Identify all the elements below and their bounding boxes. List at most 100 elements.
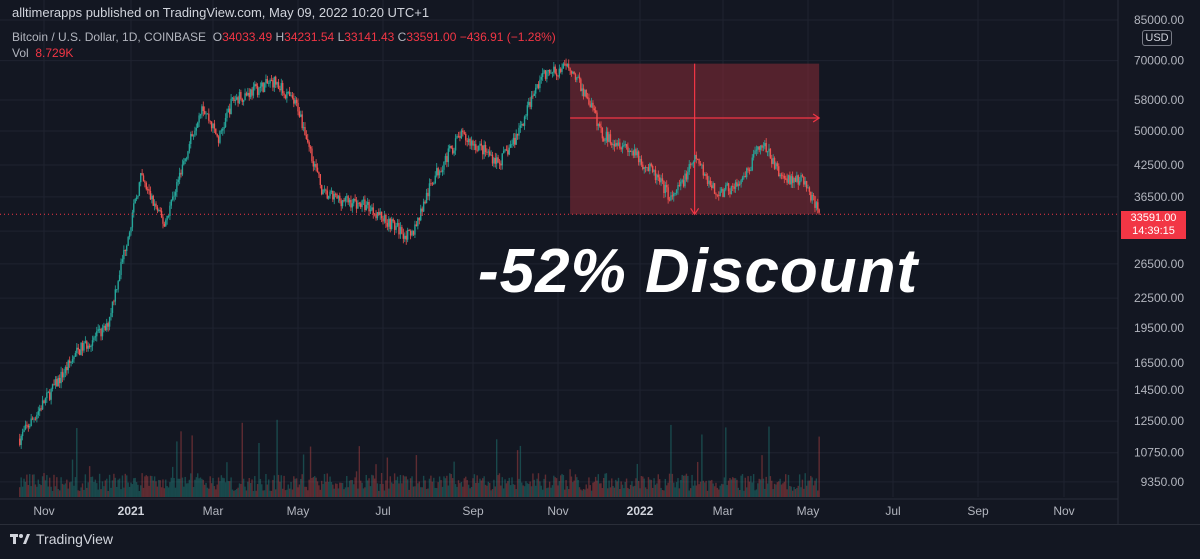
volume-bar	[190, 473, 192, 497]
candle-body	[311, 148, 313, 162]
candle-body	[414, 224, 416, 235]
volume-bar	[475, 482, 477, 497]
tradingview-brand[interactable]: TradingView	[10, 531, 113, 547]
candle-body	[383, 214, 386, 222]
volume-bar	[539, 481, 541, 497]
volume-bar	[382, 483, 384, 497]
candle-body	[640, 158, 643, 165]
volume-bar	[188, 479, 191, 497]
volume-bar	[730, 479, 733, 497]
candle-body	[530, 95, 533, 107]
candle-body	[149, 190, 152, 200]
volume-bar	[773, 483, 776, 497]
volume-bar	[106, 478, 108, 497]
candle-body	[804, 181, 806, 185]
volume-bar	[332, 484, 334, 497]
candle-body	[546, 71, 548, 79]
volume-bar	[61, 483, 64, 497]
candle-body	[521, 123, 523, 126]
candle-body	[812, 195, 815, 197]
candle-body	[283, 93, 285, 96]
candle-body	[497, 157, 499, 163]
candle-body	[73, 356, 75, 360]
volume-bar	[504, 479, 506, 497]
candle-body	[543, 70, 545, 73]
volume-bar	[437, 482, 439, 497]
candle-body	[24, 424, 27, 430]
volume-bar	[376, 483, 379, 497]
candle-body	[472, 140, 474, 146]
candle-body	[629, 150, 632, 152]
low-value: 33141.43	[344, 30, 395, 44]
volume-bar	[804, 473, 806, 497]
volume-bar	[180, 431, 182, 497]
volume-bar	[793, 487, 795, 497]
volume-bar	[594, 476, 597, 497]
volume-bar	[786, 489, 788, 497]
volume-bar	[104, 480, 107, 497]
candle-body	[613, 143, 616, 147]
candle-body	[535, 87, 537, 94]
price-axis-panel[interactable]	[1118, 0, 1200, 524]
candle-body	[624, 144, 626, 146]
candle-body	[276, 82, 278, 85]
volume-bar	[598, 483, 601, 497]
candle-body	[111, 301, 114, 313]
candle-body	[443, 161, 445, 170]
volume-bar	[101, 481, 104, 497]
volume-bar	[340, 482, 342, 497]
candle-body	[644, 167, 647, 168]
volume-bar	[680, 479, 682, 497]
volume-bar	[162, 479, 164, 497]
volume-bar	[628, 489, 630, 497]
x-tick-label: May	[797, 504, 820, 518]
candle-body	[789, 175, 791, 185]
candle-body	[585, 89, 587, 98]
candle-body	[353, 198, 355, 204]
volume-bar	[765, 476, 767, 497]
volume-bar	[800, 487, 802, 497]
volume-bar	[195, 477, 198, 497]
candle-body	[256, 85, 259, 95]
candle-body	[401, 227, 403, 234]
candle-body	[247, 92, 249, 96]
volume-bar	[181, 477, 184, 497]
candle-body	[811, 195, 813, 201]
candle-body	[818, 209, 820, 213]
candle-body	[185, 158, 188, 160]
candle-body	[388, 218, 390, 227]
currency-badge[interactable]: USD	[1142, 30, 1172, 46]
volume-bar	[58, 490, 61, 497]
volume-bar	[553, 475, 555, 497]
volume-info: Vol 8.729K	[12, 46, 73, 60]
candle-body	[457, 135, 460, 137]
candle-body	[623, 145, 625, 147]
volume-bar	[644, 487, 647, 497]
candle-body	[126, 245, 128, 252]
candle-body	[773, 157, 776, 169]
volume-bar	[312, 477, 315, 497]
candle-body	[732, 186, 734, 188]
volume-bar	[621, 484, 624, 497]
volume-bar	[778, 481, 780, 497]
candle-body	[70, 362, 72, 363]
candle-body	[301, 114, 303, 129]
volume-bar	[509, 485, 512, 497]
volume-bar	[681, 474, 683, 497]
candle-body	[716, 194, 719, 196]
candle-body	[36, 414, 38, 420]
candle-body	[86, 341, 88, 349]
volume-bar	[145, 475, 147, 497]
volume-bar	[152, 480, 154, 497]
candle-body	[158, 210, 160, 211]
volume-bar	[537, 473, 540, 497]
candle-body	[605, 131, 608, 141]
candle-body	[477, 145, 480, 151]
volume-bar	[580, 489, 582, 497]
volume-bar	[337, 488, 340, 497]
y-tick-label: 19500.00	[1134, 321, 1184, 335]
volume-bar	[597, 474, 600, 497]
candle-body	[153, 203, 156, 206]
